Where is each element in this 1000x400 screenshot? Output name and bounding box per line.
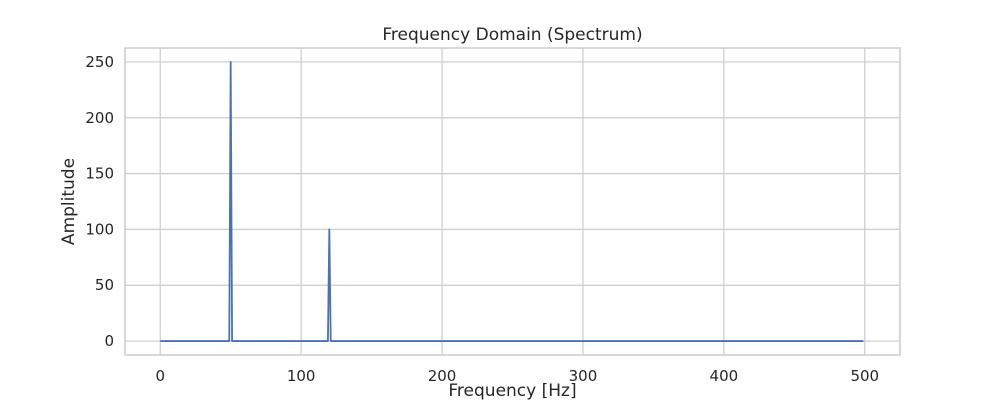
x-tick-label: 300	[569, 367, 598, 385]
plot-frame	[124, 47, 901, 356]
y-tick-label: 150	[85, 165, 114, 183]
x-tick-label: 200	[428, 367, 457, 385]
spectrum-line	[160, 61, 864, 342]
x-tick-label: 0	[155, 367, 165, 385]
y-tick-label: 0	[104, 332, 114, 350]
x-tick-label: 400	[710, 367, 739, 385]
y-axis-label: Amplitude	[59, 158, 79, 245]
x-tick-labels: 0 100 200 300 400 500	[155, 367, 879, 385]
y-tick-labels: 0 50 100 150 200 250	[85, 53, 114, 350]
y-tick-label: 50	[95, 276, 114, 294]
x-tick-label: 100	[287, 367, 316, 385]
chart-title: Frequency Domain (Spectrum)	[382, 25, 642, 45]
x-tick-label: 500	[850, 367, 879, 385]
y-tick-label: 100	[85, 220, 114, 238]
x-axis-label: Frequency [Hz]	[448, 381, 576, 400]
series-layer	[160, 61, 864, 342]
y-tick-label: 250	[85, 53, 114, 71]
y-tick-label: 200	[85, 109, 114, 127]
grid-lines	[125, 48, 900, 355]
